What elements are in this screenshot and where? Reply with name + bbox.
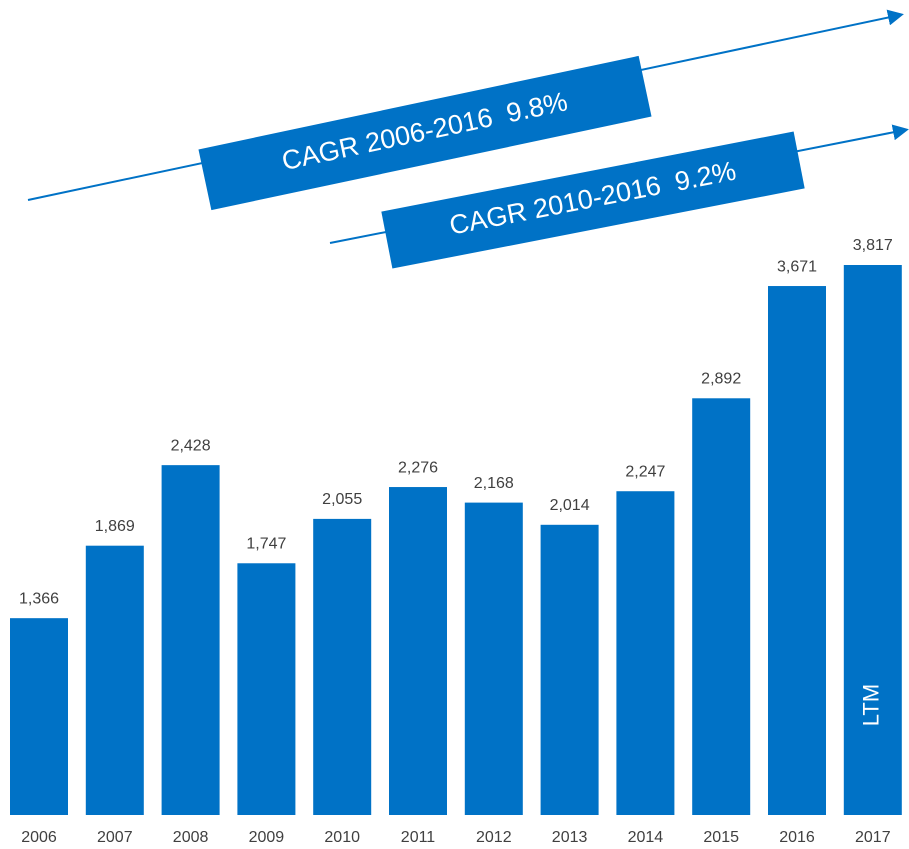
- bar: [389, 487, 447, 815]
- ltm-label: LTM: [859, 684, 884, 726]
- x-tick-label: 2015: [703, 829, 739, 846]
- x-tick-label: 2009: [249, 829, 285, 846]
- value-label: 1,366: [19, 590, 59, 607]
- value-label: 2,055: [322, 491, 362, 508]
- bar: [464, 502, 523, 815]
- cagr-box-bg: [381, 131, 805, 269]
- bar: [843, 265, 902, 815]
- x-tick-label: 2006: [21, 829, 57, 846]
- x-tick-label: 2014: [628, 829, 664, 846]
- bar: [540, 524, 599, 815]
- value-label: 1,869: [95, 518, 135, 535]
- x-tick-label: 2008: [173, 829, 209, 846]
- bar: [313, 518, 372, 815]
- value-label: 2,168: [474, 475, 514, 492]
- value-label: 2,014: [550, 497, 590, 514]
- bar: [237, 563, 296, 815]
- value-label: 1,747: [246, 535, 286, 552]
- value-label: 2,892: [701, 371, 741, 388]
- cagr-box-bg: [198, 55, 652, 211]
- x-tick-label: 2007: [97, 829, 133, 846]
- bar: [616, 491, 675, 815]
- bar: [85, 545, 144, 815]
- value-label: 2,247: [625, 463, 665, 480]
- bar: [10, 618, 68, 815]
- x-tick-label: 2016: [779, 829, 815, 846]
- bar: [692, 398, 751, 815]
- bar: [161, 465, 220, 815]
- x-tick-label: 2011: [401, 829, 436, 846]
- bar: [768, 286, 826, 815]
- value-label: 3,671: [777, 258, 817, 275]
- x-tick-label: 2013: [552, 829, 588, 846]
- value-label: 2,428: [171, 437, 211, 454]
- x-tick-label: 2012: [476, 829, 512, 846]
- x-tick-label: 2017: [855, 829, 891, 846]
- value-label: 3,817: [853, 237, 893, 254]
- x-tick-label: 2010: [324, 829, 360, 846]
- value-label: 2,276: [398, 459, 438, 476]
